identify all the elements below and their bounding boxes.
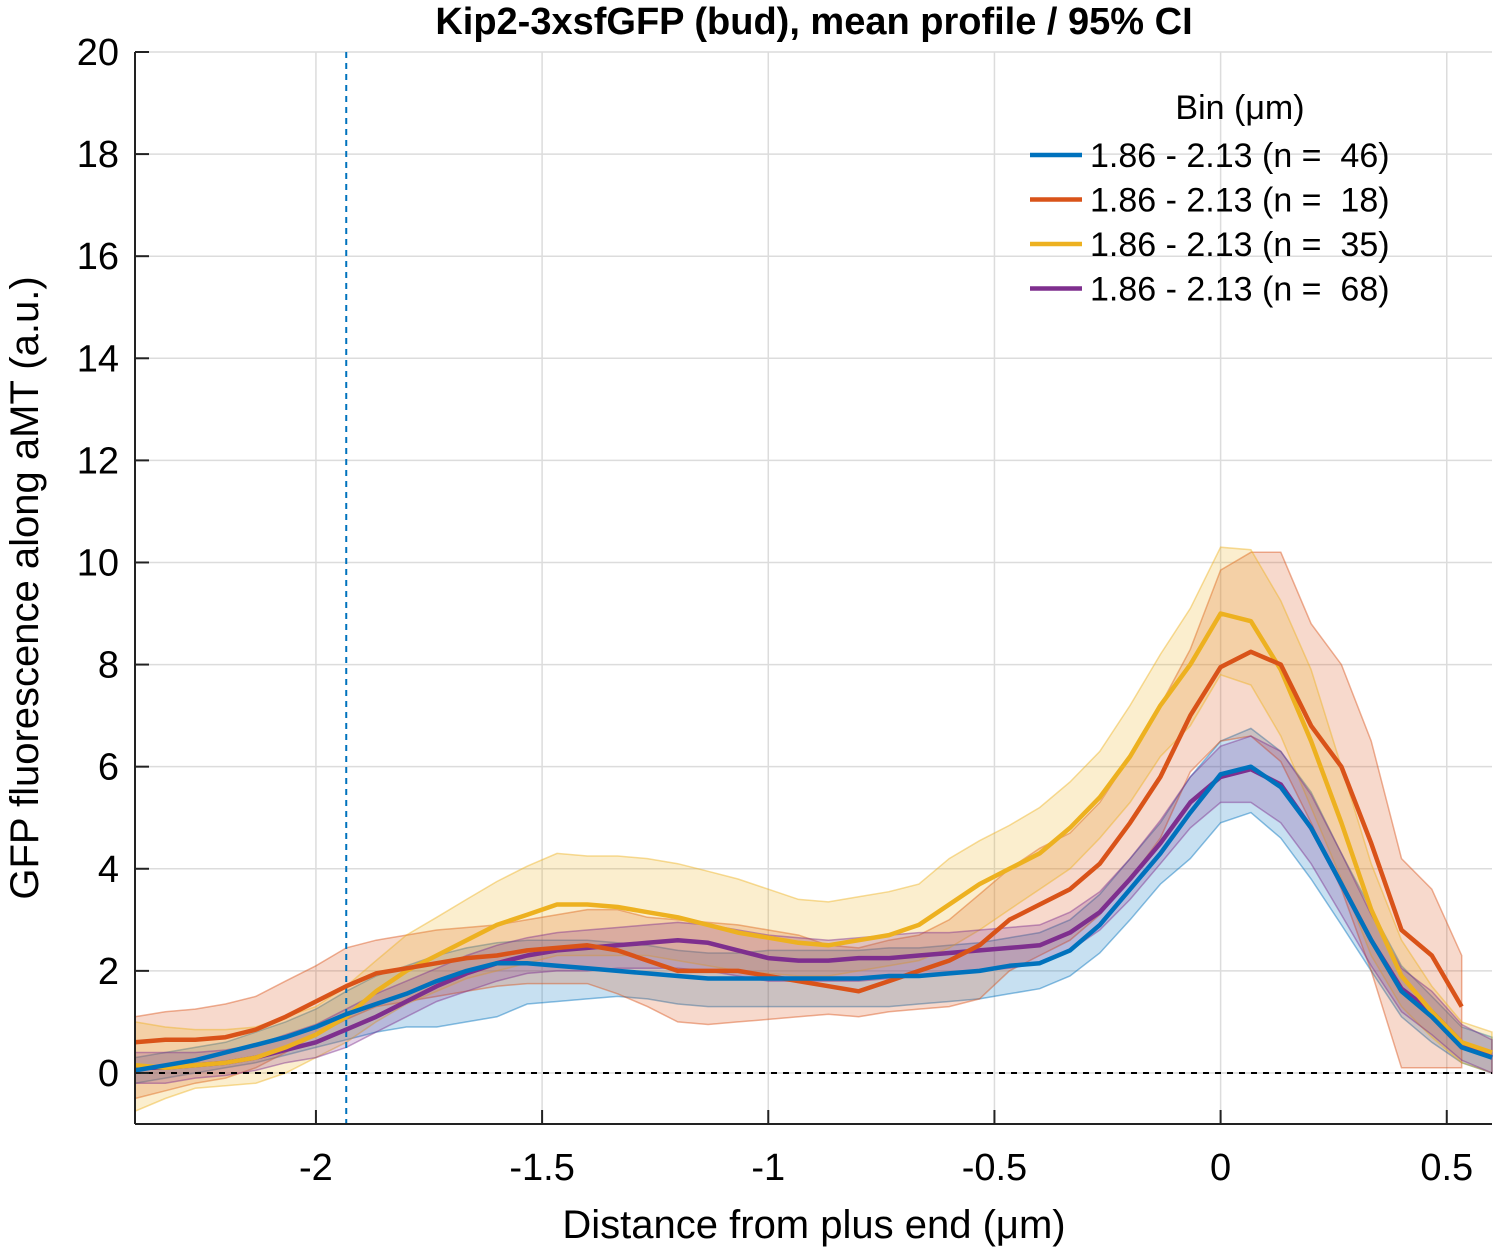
- y-tick-label: 2: [98, 951, 119, 993]
- x-tick-label: -2: [299, 1147, 333, 1189]
- y-tick-label: 14: [77, 338, 119, 380]
- mean-line-series-3: [134, 611, 1493, 1071]
- x-tick-label: -1.5: [509, 1147, 574, 1189]
- y-tick-label: 12: [77, 440, 119, 482]
- legend-label-series-4: 1.86 - 2.13 (n = 68): [1090, 271, 1390, 309]
- y-tick-label: 8: [98, 645, 119, 687]
- y-tick-label: 18: [77, 134, 119, 176]
- legend-label-series-3: 1.86 - 2.13 (n = 35): [1090, 226, 1390, 264]
- legend-title: Bin (μm): [1175, 89, 1304, 127]
- x-tick-label: 0: [1210, 1147, 1231, 1189]
- y-tick-label: 6: [98, 747, 119, 789]
- ci-band-series-2: [134, 551, 1463, 1100]
- chart-title: Kip2-3xsfGFP (bud), mean profile / 95% C…: [435, 1, 1192, 43]
- legend-label-series-2: 1.86 - 2.13 (n = 18): [1090, 182, 1390, 220]
- tick-labels: 0 2 4 6 8 10 12 14 16 18 20 -2 -1.5 -1 -0.5 0 0.5: [77, 32, 1473, 1189]
- mean-line-series-1: [134, 764, 1493, 1073]
- x-tick-label: -1: [751, 1147, 785, 1189]
- y-axis-label: GFP fluorescence along aMT (a.u.): [3, 276, 47, 899]
- mean-lines: [134, 611, 1494, 1073]
- y-tick-label: 10: [77, 542, 119, 584]
- y-tick-label: 4: [98, 849, 119, 891]
- x-tick-label: -0.5: [962, 1147, 1027, 1189]
- x-tick-label: 0.5: [1420, 1147, 1473, 1189]
- y-tick-label: 0: [98, 1053, 119, 1095]
- legend-label-series-1: 1.86 - 2.13 (n = 46): [1090, 137, 1390, 175]
- x-axis-label: Distance from plus end (μm): [562, 1203, 1065, 1247]
- reference-lines: [135, 52, 1492, 1124]
- legend: Bin (μm) 1.86 - 2.13 (n = 46) 1.86 - 2.13…: [1030, 89, 1390, 309]
- y-tick-label: 16: [77, 236, 119, 278]
- axes: [134, 51, 1492, 1125]
- mean-line-series-2: [134, 649, 1464, 1045]
- y-tick-label: 20: [77, 32, 119, 74]
